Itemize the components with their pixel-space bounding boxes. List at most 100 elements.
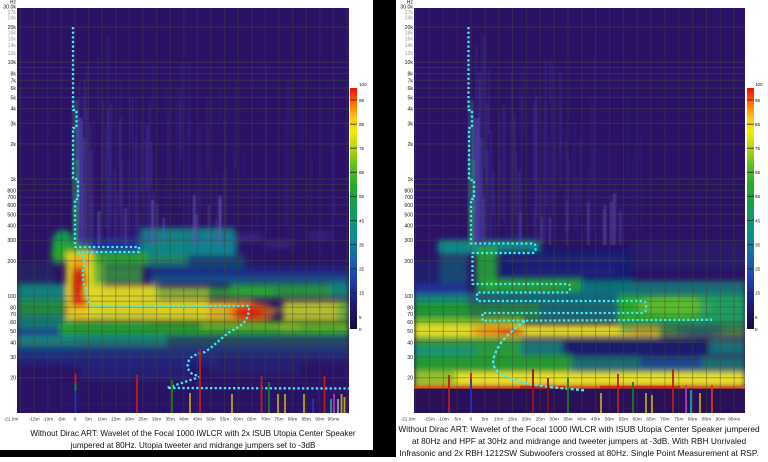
svg-text:40: 40 <box>10 341 16 347</box>
svg-text:18k: 18k <box>8 30 17 36</box>
svg-text:5: 5 <box>755 315 758 320</box>
svg-text:40m: 40m <box>179 417 188 423</box>
svg-text:-15m: -15m <box>29 417 40 423</box>
svg-text:5: 5 <box>359 315 362 320</box>
svg-text:Hz: Hz <box>10 0 17 6</box>
svg-text:800: 800 <box>7 188 16 194</box>
svg-text:90m: 90m <box>716 417 725 423</box>
svg-text:35: 35 <box>359 243 365 248</box>
svg-text:50: 50 <box>407 329 413 335</box>
svg-text:70m: 70m <box>660 417 669 423</box>
svg-text:50m: 50m <box>605 417 614 423</box>
svg-text:4k: 4k <box>408 107 414 113</box>
svg-text:10m: 10m <box>494 417 503 423</box>
svg-text:5k: 5k <box>408 95 414 101</box>
svg-text:-15m: -15m <box>424 417 435 423</box>
svg-text:-21.0m: -21.0m <box>401 417 416 423</box>
svg-text:70: 70 <box>407 312 413 318</box>
svg-text:30.0k: 30.0k <box>400 4 413 10</box>
svg-text:95: 95 <box>755 98 761 103</box>
svg-text:25: 25 <box>755 267 761 272</box>
svg-text:500: 500 <box>7 212 16 218</box>
svg-text:20k: 20k <box>8 25 17 31</box>
svg-text:35m: 35m <box>563 417 572 423</box>
svg-text:700: 700 <box>7 195 16 201</box>
svg-text:55: 55 <box>755 194 761 199</box>
svg-text:80: 80 <box>407 305 413 311</box>
svg-text:45: 45 <box>755 218 761 223</box>
svg-text:25: 25 <box>359 267 365 272</box>
svg-text:65: 65 <box>359 170 365 175</box>
svg-text:100: 100 <box>755 82 763 87</box>
svg-text:18k: 18k <box>405 30 414 36</box>
svg-text:5m: 5m <box>482 417 489 423</box>
svg-text:0: 0 <box>755 327 758 332</box>
svg-text:200: 200 <box>404 259 413 265</box>
svg-text:90m: 90m <box>315 417 324 423</box>
svg-text:8k: 8k <box>408 72 414 78</box>
svg-text:Without Dirac ART: Wavelet of: Without Dirac ART: Wavelet of the Focal … <box>398 424 760 434</box>
svg-text:75: 75 <box>359 146 365 151</box>
svg-text:-10m: -10m <box>438 417 449 423</box>
svg-text:45m: 45m <box>591 417 600 423</box>
svg-text:3k: 3k <box>408 121 414 127</box>
svg-text:30: 30 <box>10 355 16 361</box>
svg-text:65m: 65m <box>646 417 655 423</box>
svg-text:50: 50 <box>10 329 16 335</box>
svg-text:85m: 85m <box>302 417 311 423</box>
svg-text:24k: 24k <box>8 16 17 22</box>
svg-text:20: 20 <box>407 376 413 382</box>
svg-text:300: 300 <box>404 238 413 244</box>
svg-text:25m: 25m <box>138 417 147 423</box>
svg-text:2k: 2k <box>11 142 17 148</box>
svg-text:40m: 40m <box>577 417 586 423</box>
svg-text:-10m: -10m <box>42 417 53 423</box>
svg-text:200: 200 <box>7 259 16 265</box>
svg-text:85: 85 <box>755 122 761 127</box>
svg-text:14k: 14k <box>405 43 414 49</box>
svg-text:55m: 55m <box>619 417 628 423</box>
svg-text:4k: 4k <box>11 107 17 113</box>
svg-text:16k: 16k <box>405 36 414 42</box>
svg-text:40: 40 <box>407 341 413 347</box>
svg-text:25m: 25m <box>536 417 545 423</box>
svg-text:0: 0 <box>359 327 362 332</box>
svg-text:30m: 30m <box>152 417 161 423</box>
svg-text:24k: 24k <box>405 16 414 22</box>
svg-text:20m: 20m <box>522 417 531 423</box>
svg-text:10k: 10k <box>405 60 414 66</box>
svg-text:10k: 10k <box>8 60 17 66</box>
svg-text:75: 75 <box>755 146 761 151</box>
svg-text:55m: 55m <box>220 417 229 423</box>
svg-text:27k: 27k <box>8 10 17 16</box>
svg-text:7k: 7k <box>11 78 17 84</box>
svg-text:1k: 1k <box>408 177 414 183</box>
svg-text:95ms: 95ms <box>328 417 340 423</box>
svg-text:27k: 27k <box>405 10 414 16</box>
svg-text:800: 800 <box>404 188 413 194</box>
svg-text:15: 15 <box>359 291 365 296</box>
svg-text:12k: 12k <box>8 51 17 57</box>
svg-text:75m: 75m <box>274 417 283 423</box>
svg-text:35: 35 <box>755 243 761 248</box>
svg-text:at 80Hz and HPF at 30Hz and mi: at 80Hz and HPF at 30Hz and midrange and… <box>412 436 747 446</box>
svg-text:0: 0 <box>74 417 77 423</box>
svg-text:100: 100 <box>7 294 16 300</box>
svg-text:65: 65 <box>755 170 761 175</box>
svg-text:60m: 60m <box>234 417 243 423</box>
svg-text:8k: 8k <box>11 72 17 78</box>
svg-text:10m: 10m <box>98 417 107 423</box>
svg-text:-21.0m: -21.0m <box>4 417 19 423</box>
svg-text:20: 20 <box>10 376 16 382</box>
svg-text:60m: 60m <box>633 417 642 423</box>
svg-text:15m: 15m <box>111 417 120 423</box>
svg-text:70m: 70m <box>261 417 270 423</box>
svg-text:45m: 45m <box>193 417 202 423</box>
svg-text:14k: 14k <box>8 43 17 49</box>
svg-text:7k: 7k <box>408 78 414 84</box>
svg-text:600: 600 <box>404 203 413 209</box>
svg-text:55: 55 <box>359 194 365 199</box>
svg-text:100: 100 <box>404 294 413 300</box>
svg-text:20k: 20k <box>405 25 414 31</box>
svg-text:3k: 3k <box>11 121 17 127</box>
